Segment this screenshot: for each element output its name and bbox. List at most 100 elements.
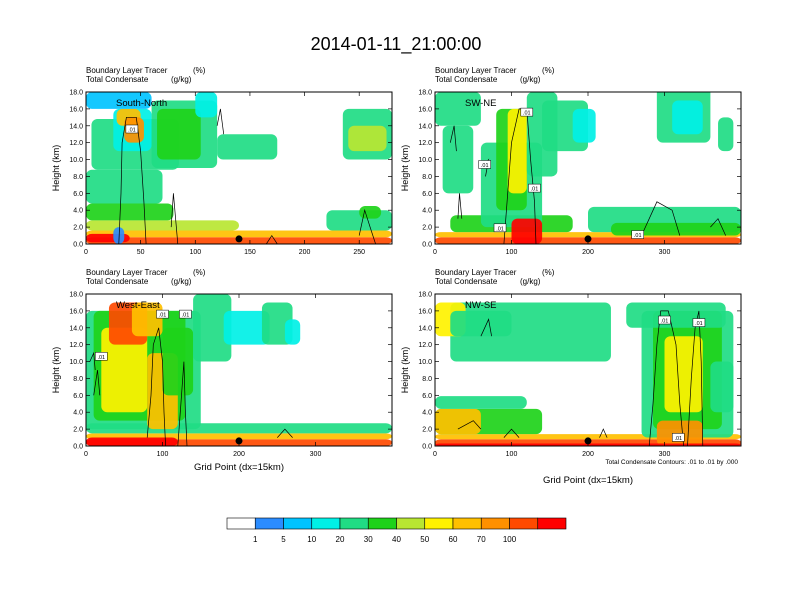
y-tick-label: 4.0 xyxy=(73,208,83,215)
colorbar: 1 5 10 20 30 40 50 60 70 100 xyxy=(226,517,567,544)
shade-cell xyxy=(86,169,163,204)
x-tick-label: 100 xyxy=(157,451,169,458)
shade-cell xyxy=(664,336,703,413)
y-tick-label: 18.0 xyxy=(69,292,83,299)
footnote: Total Condensate Contours: .01 to .01 by… xyxy=(605,459,738,466)
y-tick-label: 2.0 xyxy=(422,427,432,434)
contour-label-box xyxy=(528,183,541,193)
panel-title-line2: Total Condensate xyxy=(435,75,498,84)
contour-label: .01 xyxy=(531,187,539,193)
colorbar-swatch xyxy=(283,517,313,530)
panel-title-unit2: (g/kg) xyxy=(171,277,192,286)
x-tick-label: 300 xyxy=(659,249,671,256)
shade-cell xyxy=(435,92,481,126)
x-tick-label: 200 xyxy=(299,249,311,256)
plot-frame xyxy=(85,91,393,245)
contour-label: .01 xyxy=(481,163,489,169)
y-tick-label: 6.0 xyxy=(422,393,432,400)
contour-label-box xyxy=(692,318,706,327)
y-tick-label: 10.0 xyxy=(69,157,83,164)
shaded-field: .01 xyxy=(86,92,392,244)
colorbar-label: 30 xyxy=(364,535,373,544)
colorbar-label: 70 xyxy=(477,535,486,544)
contour-label-box xyxy=(493,223,507,233)
panel-title-line2: Total Condensate xyxy=(86,75,149,84)
shade-cell xyxy=(157,108,201,160)
location-marker xyxy=(584,437,592,445)
contour-label-box xyxy=(478,160,491,169)
contour-label: .01 xyxy=(634,233,642,239)
shade-cell xyxy=(223,310,270,345)
y-tick-label: 4.0 xyxy=(422,410,432,417)
contour-label: .01 xyxy=(182,313,190,319)
contour-label: .01 xyxy=(523,111,531,117)
shade-cell xyxy=(435,408,481,435)
shade-cell xyxy=(511,218,543,244)
colorbar-label: 50 xyxy=(420,535,429,544)
colorbar-label: 40 xyxy=(392,535,401,544)
colorbar-label: 100 xyxy=(503,535,517,544)
shade-cell xyxy=(672,100,703,135)
colorbar-swatch xyxy=(424,517,454,530)
colorbar-label: 1 xyxy=(253,535,258,544)
panel-title-line2: Total Condensate xyxy=(86,277,149,286)
panel-label: West-East xyxy=(116,300,160,311)
y-tick-label: 14.0 xyxy=(418,123,432,130)
contour-line xyxy=(358,208,376,244)
y-tick-label: 14.0 xyxy=(69,325,83,332)
y-tick-label: 8.0 xyxy=(422,376,432,383)
x-tick-label: 150 xyxy=(244,249,256,256)
location-marker xyxy=(235,235,243,243)
x-tick-label: 250 xyxy=(353,249,365,256)
shade-cell xyxy=(162,327,194,396)
colorbar-swatch xyxy=(254,517,284,530)
x-tick-label: 100 xyxy=(506,249,518,256)
x-tick-label: 0 xyxy=(84,451,88,458)
y-tick-label: 2.0 xyxy=(73,225,83,232)
y-tick-label: 0.0 xyxy=(73,242,83,249)
colorbar-label: 20 xyxy=(336,535,345,544)
contour-line xyxy=(641,201,681,236)
colorbar-swatch xyxy=(367,517,397,530)
shade-cell xyxy=(710,361,734,413)
contour-line xyxy=(118,116,147,244)
panel-label: NW-SE xyxy=(465,300,497,311)
panel-title-unit2: (g/kg) xyxy=(171,75,192,84)
colorbar-label: 5 xyxy=(281,535,286,544)
colorbar-swatch xyxy=(452,517,482,530)
shade-cell xyxy=(86,220,239,231)
shade-cell xyxy=(195,92,218,118)
contour-label-box xyxy=(95,352,108,361)
y-axis-label: Height (km) xyxy=(51,145,61,192)
y-tick-label: 16.0 xyxy=(418,308,432,315)
colorbar-swatch xyxy=(480,517,510,530)
panel-label: South-North xyxy=(116,98,167,109)
panels: .01 0.0 2.0 4.0 6.0 8.0 10.0 12.0 14.0 16.0 18.0 0 5… xyxy=(51,66,742,486)
y-axis-label: Height (km) xyxy=(51,347,61,394)
x-tick-label: 0 xyxy=(433,451,437,458)
y-tick-label: 14.0 xyxy=(418,325,432,332)
y-axis-label: Height (km) xyxy=(400,145,410,192)
contour-label: .01 xyxy=(695,321,703,327)
shade-cell xyxy=(284,319,301,345)
x-tick-label: 0 xyxy=(84,249,88,256)
shade-cell xyxy=(626,302,726,328)
shade-cell xyxy=(507,108,527,194)
y-tick-label: 6.0 xyxy=(73,191,83,198)
x-tick-label: 300 xyxy=(310,451,322,458)
contour-line xyxy=(266,234,278,244)
contour-label: .01 xyxy=(159,313,167,319)
contour-line xyxy=(89,351,96,371)
contour-line xyxy=(449,125,457,152)
figure-title: 2014-01-11_21:00:00 xyxy=(311,34,482,55)
y-tick-label: 10.0 xyxy=(418,157,432,164)
contour-line xyxy=(457,193,463,219)
colorbar-label: 10 xyxy=(307,535,316,544)
shade-cell xyxy=(193,294,232,362)
y-tick-label: 10.0 xyxy=(418,359,432,366)
contour-label: .01 xyxy=(674,436,682,442)
contour-line xyxy=(277,428,293,438)
contour-line xyxy=(503,428,520,438)
shade-cell xyxy=(86,230,392,238)
y-tick-label: 8.0 xyxy=(422,174,432,181)
